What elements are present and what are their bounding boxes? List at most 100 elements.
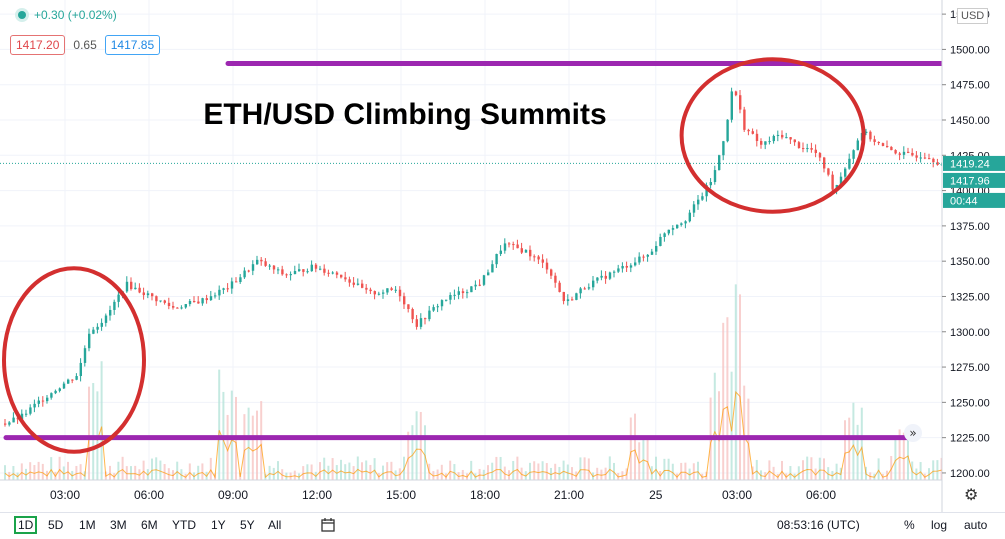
candle-body (79, 362, 82, 377)
timeframe-1d[interactable]: 1D (14, 516, 38, 534)
candle-body (529, 249, 532, 257)
candle-body (890, 146, 893, 151)
candle-body (772, 135, 775, 142)
timeframe-ytd[interactable]: YTD (172, 518, 196, 532)
price-tick-label: 1450.00 (950, 115, 990, 127)
volume-bar (692, 463, 695, 480)
candle-body (239, 277, 242, 283)
candle-body (474, 284, 477, 287)
candle-body (176, 307, 179, 309)
volume-bar (302, 466, 305, 480)
volume-bar (587, 458, 590, 480)
volume-bar (327, 465, 330, 480)
candle-body (512, 244, 515, 246)
candle-body (361, 283, 364, 288)
candle-body (621, 265, 624, 269)
volume-bar (411, 425, 414, 480)
candle-body (104, 315, 108, 323)
date-range-icon[interactable] (320, 517, 336, 536)
candle-body (894, 150, 897, 154)
candle-body (155, 296, 158, 302)
volume-bar (739, 294, 741, 480)
last-price-tag-bg (943, 155, 1005, 171)
candle-body (264, 261, 267, 266)
candle-body (214, 295, 217, 297)
candle-body (62, 383, 66, 389)
log-toggle[interactable]: log (931, 518, 948, 532)
volume-bar (33, 465, 36, 480)
volume-bar (789, 466, 792, 480)
candle-body (566, 299, 570, 302)
clock-time[interactable]: 08:53:16 (UTC) (777, 518, 860, 532)
volume-bar (541, 461, 544, 480)
volume-bar (835, 463, 838, 480)
candle-body (277, 269, 280, 271)
volume-bar (726, 317, 729, 480)
candle-body (634, 262, 637, 266)
candle-body (571, 299, 574, 301)
candle-body (625, 265, 628, 268)
percent-toggle[interactable]: % (904, 518, 915, 532)
volume-bar (848, 417, 851, 480)
volume-bar (310, 464, 313, 480)
timeframe-6m[interactable]: 6M (141, 518, 158, 532)
candle-body (466, 292, 469, 294)
volume-bar (491, 462, 494, 480)
candle-body (688, 212, 691, 222)
volume-bar (121, 456, 124, 480)
candle-body (764, 141, 767, 145)
candle-body (289, 274, 292, 276)
volume-bar (407, 431, 410, 480)
ellipse-annotation (2, 266, 146, 454)
candle-body (96, 326, 99, 330)
price-tick-label: 1300.00 (950, 327, 990, 339)
timeframe-all[interactable]: All (268, 518, 282, 532)
currency-label[interactable]: USD (957, 8, 989, 24)
candle-body (659, 236, 662, 246)
volume-bar (134, 465, 137, 480)
volume-bar (243, 414, 246, 480)
volume-bar (197, 465, 200, 480)
candle-body (747, 129, 750, 132)
volume-bar (4, 465, 6, 480)
timeframe-1m[interactable]: 1M (79, 518, 96, 532)
scroll-right-icon[interactable]: » (904, 424, 922, 442)
candle-body (718, 155, 721, 171)
timeframe-5y[interactable]: 5Y (240, 518, 255, 532)
trade-prices: 1417.20 0.65 1417.85 (10, 35, 161, 55)
price-chart[interactable]: ETH/USD Climbing Summits»1525.001500.001… (0, 0, 1005, 512)
timeframe-3m[interactable]: 3M (110, 518, 127, 532)
auto-toggle[interactable]: auto (964, 518, 988, 532)
timeframe-1y[interactable]: 1Y (211, 518, 226, 532)
volume-bar (537, 463, 540, 480)
candle-body (524, 249, 528, 253)
candle-body (298, 269, 301, 272)
candle-body (537, 256, 540, 260)
candle-body (285, 274, 288, 276)
candle-body (508, 243, 511, 245)
price-tick-label: 1250.00 (950, 397, 990, 409)
settings-gear-icon[interactable]: ⚙ (964, 487, 979, 504)
candle-body (411, 309, 414, 320)
candle-body (327, 272, 330, 274)
candle-body (348, 279, 351, 283)
time-tick-label: 09:00 (218, 488, 248, 502)
price-axis-bg (942, 0, 1005, 512)
timeframe-5d[interactable]: 5D (48, 518, 64, 532)
volume-bar (386, 462, 389, 480)
candle-body (587, 287, 591, 289)
candle-body (293, 271, 297, 275)
candle-body (663, 233, 666, 237)
volume-bar (516, 456, 519, 480)
buy-price-button[interactable]: 1417.85 (104, 35, 161, 55)
candle-body (428, 310, 431, 320)
volume-bar (344, 464, 347, 480)
candle-body (881, 143, 885, 146)
volume-bar (495, 456, 498, 480)
candle-body (445, 299, 448, 301)
volume-bar (167, 468, 170, 480)
candle-body (323, 268, 326, 273)
sell-price-button[interactable]: 1417.20 (10, 35, 66, 55)
candle-body (541, 259, 544, 263)
candle-body (806, 148, 809, 150)
